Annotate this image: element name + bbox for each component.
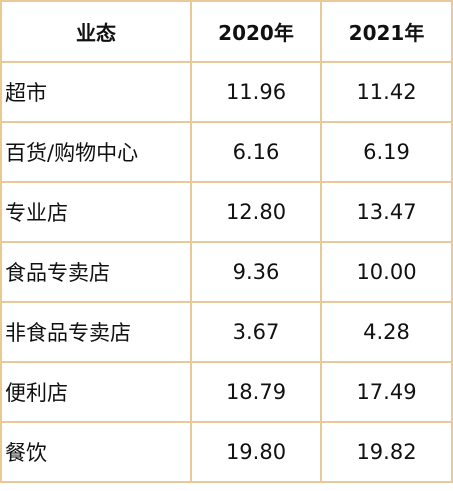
row-label: 超市 [0,61,192,123]
value-2021: 19.82 [320,421,453,483]
row-label: 食品专卖店 [0,241,192,303]
table-row: 专业店 12.80 13.47 [0,181,453,243]
value-2020: 6.16 [190,121,322,183]
header-business-type: 业态 [0,0,192,63]
row-label: 便利店 [0,361,192,423]
header-row: 业态 2020年 2021年 [0,0,453,63]
row-label: 百货/购物中心 [0,121,192,183]
table-row: 百货/购物中心 6.16 6.19 [0,121,453,183]
value-2020: 9.36 [190,241,322,303]
value-2021: 4.28 [320,301,453,363]
row-label: 专业店 [0,181,192,243]
value-2021: 6.19 [320,121,453,183]
row-label: 非食品专卖店 [0,301,192,363]
value-2020: 11.96 [190,61,322,123]
table-row: 餐饮 19.80 19.82 [0,421,453,483]
value-2020: 3.67 [190,301,322,363]
table-row: 非食品专卖店 3.67 4.28 [0,301,453,363]
table-row: 便利店 18.79 17.49 [0,361,453,423]
value-2021: 11.42 [320,61,453,123]
header-year-2020: 2020年 [190,0,322,63]
value-2020: 12.80 [190,181,322,243]
table-row: 超市 11.96 11.42 [0,61,453,123]
table-row: 食品专卖店 9.36 10.00 [0,241,453,303]
value-2020: 19.80 [190,421,322,483]
row-label: 餐饮 [0,421,192,483]
value-2021: 17.49 [320,361,453,423]
value-2021: 13.47 [320,181,453,243]
header-year-2021: 2021年 [320,0,453,63]
value-2020: 18.79 [190,361,322,423]
value-2021: 10.00 [320,241,453,303]
